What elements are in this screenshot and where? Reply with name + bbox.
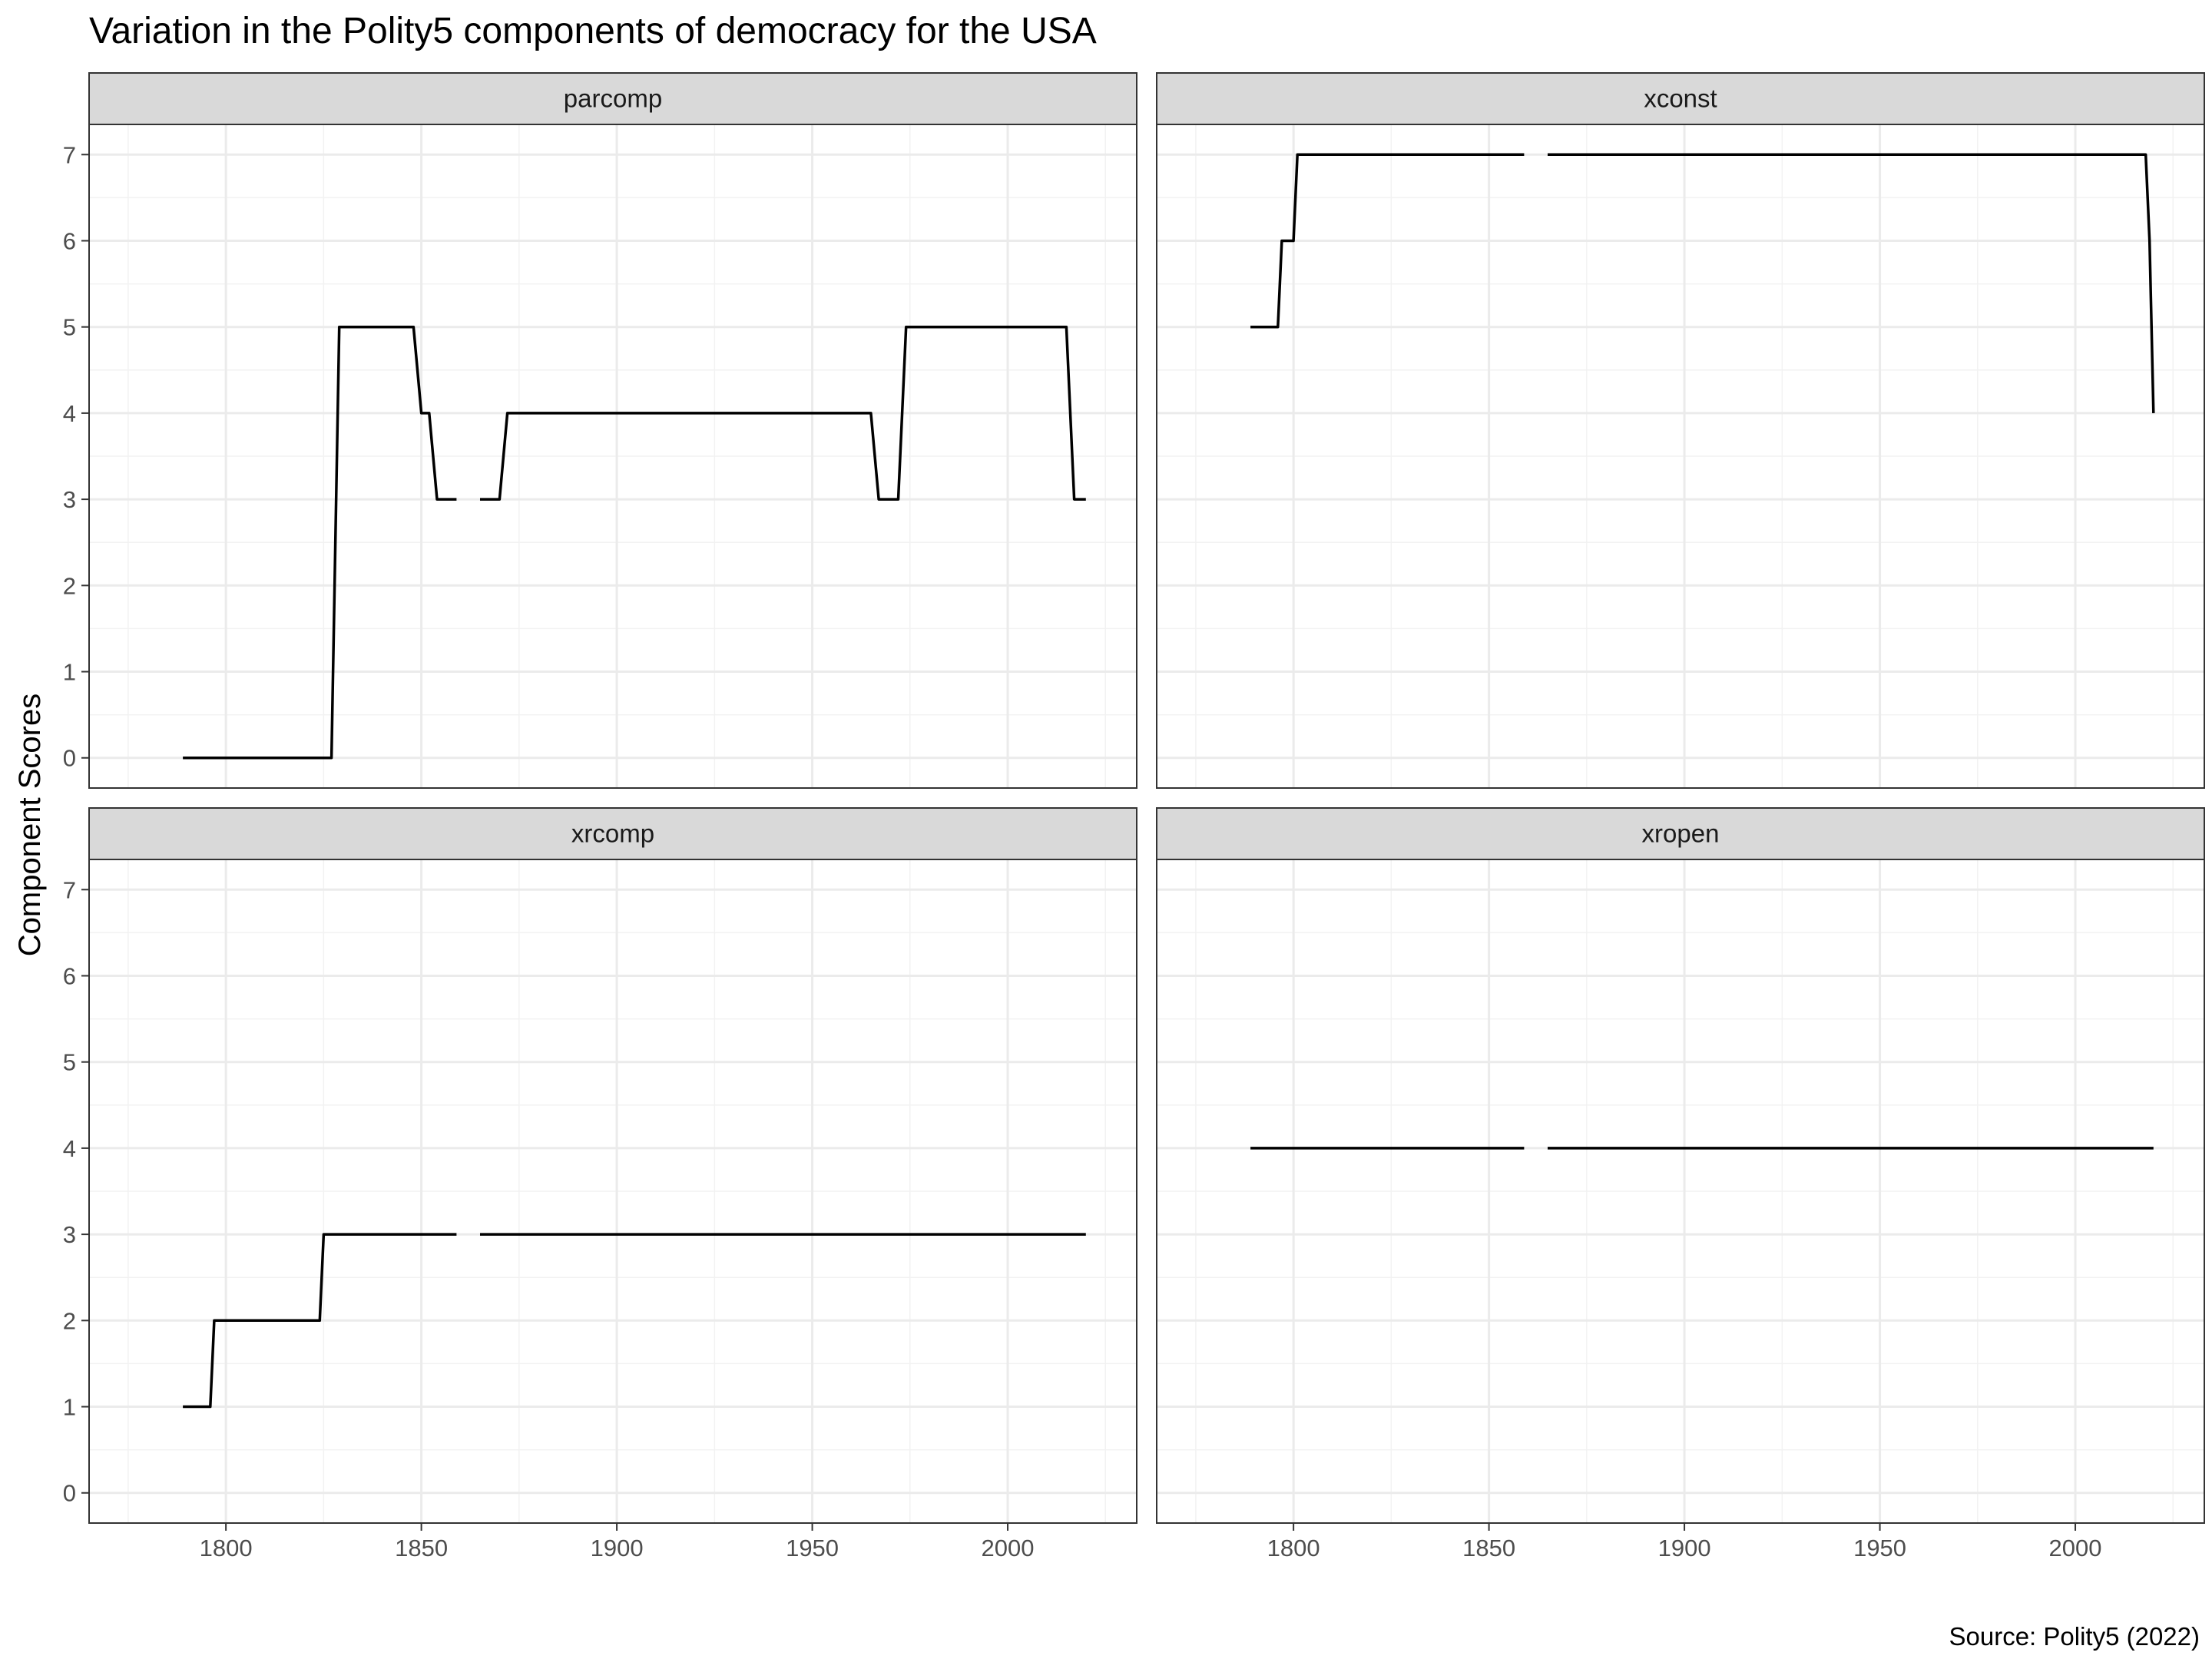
series-line-parcomp xyxy=(480,325,1086,501)
series-line-parcomp xyxy=(183,325,457,760)
y-tick-label: 1 xyxy=(63,659,76,686)
caption: Source: Polity5 (2022) xyxy=(1949,1622,2200,1651)
series-line-xrcomp xyxy=(183,1233,457,1409)
y-tick-label: 1 xyxy=(63,1394,76,1421)
x-tick-label: 2000 xyxy=(982,1535,1035,1561)
y-tick-label: 3 xyxy=(63,1221,76,1248)
y-tick-label: 5 xyxy=(63,1049,76,1076)
y-tick-label: 0 xyxy=(63,745,76,772)
strip-label: xconst xyxy=(1644,84,1717,113)
y-tick-label: 2 xyxy=(63,572,76,599)
y-tick-label: 7 xyxy=(63,141,76,168)
y-tick-label: 7 xyxy=(63,876,76,903)
series-line-xconst xyxy=(1548,153,2155,413)
x-tick-label: 1900 xyxy=(591,1535,644,1561)
strip-background xyxy=(1156,807,2205,860)
strip-label: xropen xyxy=(1642,820,1720,848)
y-tick-label: 0 xyxy=(63,1480,76,1507)
facet-parcomp: parcomp 0 1 2 3 4 5 6 7 xyxy=(63,72,1137,789)
x-tick-label: 1850 xyxy=(395,1535,448,1561)
x-tick-label: 1900 xyxy=(1658,1535,1711,1561)
series-line-xconst xyxy=(1250,153,1525,329)
y-tick-label: 5 xyxy=(63,314,76,341)
facet-grid: parcomp 0 1 2 3 4 5 6 7 xconst xrcomp 0 1 2 3 4 5 6 7 1800 1… xyxy=(63,72,2205,1561)
y-tick-label: 4 xyxy=(63,1135,76,1162)
y-tick-label: 6 xyxy=(63,962,76,989)
chart-title: Variation in the Polity5 components of d… xyxy=(89,11,1097,51)
x-tick-label: 1950 xyxy=(786,1535,839,1561)
facet-xconst: xconst xyxy=(1156,72,2205,789)
y-tick-label: 6 xyxy=(63,227,76,254)
x-tick-label: 1950 xyxy=(1853,1535,1906,1561)
x-tick-label: 1850 xyxy=(1462,1535,1515,1561)
y-tick-label: 2 xyxy=(63,1307,76,1334)
x-tick-label: 2000 xyxy=(2049,1535,2102,1561)
strip-label: parcomp xyxy=(564,84,662,113)
y-tick-label: 4 xyxy=(63,400,76,427)
x-tick-label: 1800 xyxy=(1267,1535,1320,1561)
x-tick-label: 1800 xyxy=(200,1535,253,1561)
facet-xropen: xropen 1800 1850 1900 1950 2000 xyxy=(1156,807,2205,1561)
strip-background xyxy=(88,72,1137,125)
facet-xrcomp: xrcomp 0 1 2 3 4 5 6 7 1800 1850 1900 1950 2000 xyxy=(63,807,1137,1561)
y-axis-title: Component Scores xyxy=(13,694,47,956)
y-tick-label: 3 xyxy=(63,486,76,513)
strip-background xyxy=(88,807,1137,860)
strip-label: xrcomp xyxy=(571,820,654,848)
strip-background xyxy=(1156,72,2205,125)
